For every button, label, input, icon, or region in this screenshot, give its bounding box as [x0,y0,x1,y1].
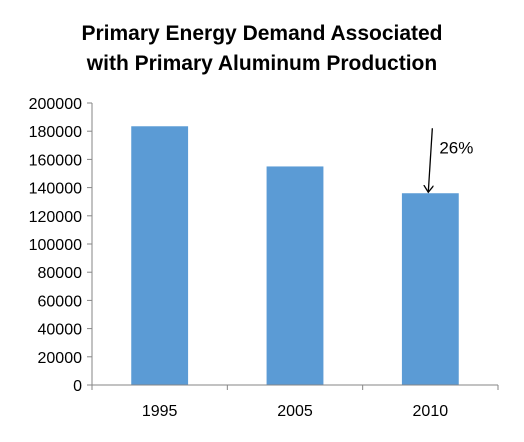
y-tick-label: 200000 [29,96,82,113]
bar-series [131,126,459,385]
y-tick-label: 60000 [38,293,83,310]
y-axis: 0 20000 40000 60000 80000 100000 120000 140000 1… [29,96,93,395]
bar-1995 [131,126,189,385]
x-axis: 1995 2005 2010 [91,384,499,420]
y-tick-label: 20000 [38,350,83,367]
chart-title-line-2: with Primary Aluminum Production [86,52,437,75]
y-tick-label: 160000 [29,152,82,169]
x-tick-label: 2010 [413,403,449,420]
bar-2010 [401,193,459,385]
chart-title-line-1: Primary Energy Demand Associated [81,22,442,45]
annotation: 26% [428,128,473,191]
annotation-arrow [428,128,432,191]
y-tick-label: 120000 [29,209,82,226]
annotation-label: 26% [439,138,473,157]
y-tick-label: 180000 [29,124,82,141]
bar-2005 [266,166,324,385]
y-tick-label: 0 [73,378,82,395]
chart-title: Primary Energy Demand Associated with Pr… [81,22,442,75]
x-tick-label: 1995 [142,403,178,420]
y-tick-label: 40000 [38,322,83,339]
y-tick-label: 140000 [29,181,82,198]
x-tick-label: 2005 [277,403,313,420]
y-tick-label: 80000 [38,265,83,282]
y-tick-label: 100000 [29,237,82,254]
